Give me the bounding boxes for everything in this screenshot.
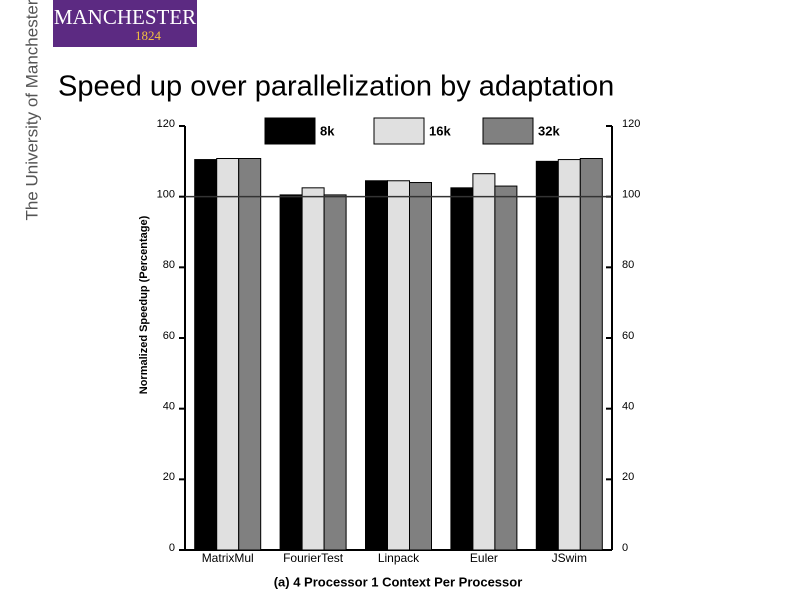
bar [279,194,303,551]
y-tick-label: 80 [163,259,175,271]
y-tick-label: 120 [157,118,175,130]
y-tick-label: 40 [163,401,175,413]
x-tick-label: Linpack [378,551,420,565]
x-tick-label: MatrixMul [202,551,254,565]
bar [365,180,388,551]
university-name: The University of Manchester [22,0,41,221]
y-tick-label: 100 [157,189,175,201]
y2-tick-label: 40 [622,401,634,413]
bar [535,160,559,551]
bar [494,185,518,551]
bar [194,159,218,551]
x-tick-label: FourierTest [283,551,344,565]
slide-title: Speed up over parallelization by adaptat… [58,71,614,103]
x-tick-label: JSwim [552,551,587,565]
y2-tick-label: 0 [622,542,628,554]
legend-swatch [373,117,425,145]
y2-tick-label: 20 [622,471,634,483]
y2-tick-label: 60 [622,330,634,342]
legend-swatch [482,117,534,145]
x-tick-label: Euler [470,551,498,565]
bar [557,159,581,551]
legend-label: 32k [538,123,560,138]
bar [409,182,432,551]
y-axis-label: Normalized Speedup (Percentage) [138,215,150,394]
y-tick-label: 20 [163,471,175,483]
bar [301,187,325,551]
legend-label: 8k [320,123,335,138]
logo-text: MANCHESTER [54,5,196,29]
bar [579,158,603,551]
bar [323,194,347,551]
y-tick-label: 60 [163,330,175,342]
x-axis-label: (a) 4 Processor 1 Context Per Processor [274,574,523,589]
bar [472,173,496,551]
logo-box [53,0,197,47]
y-tick-label: 0 [169,542,175,554]
bar [387,180,410,551]
y2-tick-label: 120 [622,118,640,130]
legend-label: 16k [429,123,451,138]
bar [216,158,240,551]
bar [238,158,262,551]
legend-swatch [264,117,316,145]
y2-tick-label: 80 [622,259,634,271]
logo-year: 1824 [135,28,162,43]
y2-tick-label: 100 [622,189,640,201]
bar [450,187,474,551]
